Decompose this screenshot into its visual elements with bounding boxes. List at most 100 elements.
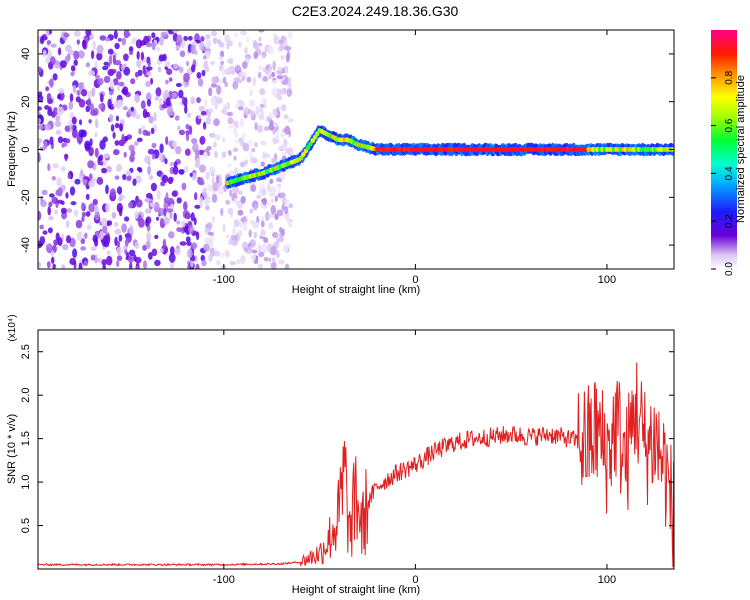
noise-speck [52, 73, 58, 81]
y-tick-label: 1.0 [20, 474, 32, 489]
noise-speck [199, 164, 206, 173]
noise-speck [214, 134, 221, 141]
noise-speck [262, 197, 267, 206]
noise-speck [109, 80, 115, 90]
y-tick-label: -40 [20, 237, 32, 253]
ridge-core [299, 155, 304, 161]
noise-speck [233, 197, 238, 205]
noise-speck [130, 78, 136, 85]
x-tick-label: 100 [598, 574, 616, 586]
noise-speck [186, 60, 190, 67]
noise-speck [156, 216, 159, 221]
noise-speck [209, 132, 216, 138]
noise-speck [233, 32, 239, 38]
top-x-axis-label: Height of straight line (km) [292, 284, 420, 296]
noise-speck [194, 204, 201, 209]
snr-line [38, 362, 674, 568]
noise-speck [249, 100, 256, 107]
noise-speck [260, 220, 265, 228]
noise-speck [146, 66, 153, 71]
noise-speck [260, 161, 265, 167]
noise-speck [188, 125, 193, 135]
noise-speck [85, 30, 92, 37]
noise-speck [208, 108, 214, 113]
noise-speck [160, 217, 164, 225]
noise-speck [88, 119, 92, 124]
noise-speck [220, 60, 225, 65]
noise-speck [271, 157, 276, 164]
noise-speck [282, 244, 289, 253]
noise-speck [203, 243, 210, 252]
noise-speck [179, 241, 187, 246]
noise-speck [229, 189, 233, 197]
noise-speck [49, 56, 56, 65]
noise-speck [268, 222, 274, 230]
colorbar-label: Normalized spectral amplitude [735, 75, 747, 223]
noise-speck [38, 124, 44, 130]
noise-speck [39, 236, 46, 245]
spectrogram-panel: -100 0 100 -40 -20 0 20 40 Height of straight … [6, 29, 675, 296]
noise-speck [45, 57, 51, 64]
noise-speck [227, 207, 234, 215]
noise-speck [279, 88, 287, 95]
noise-speck [110, 124, 115, 132]
noise-speck [38, 106, 42, 111]
noise-speck [244, 159, 249, 165]
noise-speck [129, 154, 135, 163]
noise-speck [227, 117, 234, 125]
noise-speck [216, 84, 222, 95]
noise-speck [72, 128, 78, 139]
noise-speck [268, 123, 275, 131]
noise-speck [138, 167, 143, 173]
snr-plot-area [38, 330, 674, 569]
noise-speck [279, 192, 286, 199]
noise-speck [234, 132, 239, 138]
noise-speck [88, 203, 95, 213]
noise-speck [268, 257, 272, 262]
noise-speck [215, 260, 221, 266]
noise-speck [258, 251, 265, 258]
noise-speck [46, 261, 51, 269]
noise-speck [178, 66, 184, 74]
noise-speck [107, 98, 112, 109]
noise-speck [46, 93, 52, 101]
bottom-y-axis-label: SNR (10 * v/v) [6, 414, 18, 484]
noise-speck [205, 205, 210, 211]
noise-speck [105, 202, 111, 213]
noise-speck [121, 223, 127, 233]
noise-speck [118, 234, 123, 242]
noise-speck [237, 190, 243, 196]
noise-speck [134, 210, 139, 219]
noise-speck [87, 90, 92, 100]
noise-speck [273, 122, 279, 128]
noise-speck [128, 201, 133, 209]
noise-speck [78, 50, 85, 59]
noise-speck [258, 71, 262, 79]
noise-speck [146, 71, 152, 76]
noise-speck [81, 216, 85, 222]
noise-speck [171, 140, 177, 148]
noise-speck [84, 140, 91, 150]
noise-speck [276, 209, 284, 217]
noise-speck [91, 87, 96, 97]
noise-speck [108, 55, 113, 66]
noise-speck [72, 84, 77, 94]
noise-speck [210, 60, 216, 65]
noise-speck [113, 149, 120, 156]
noise-speck [258, 30, 265, 33]
noise-speck [63, 32, 70, 38]
noise-speck [222, 106, 228, 116]
noise-speck [227, 163, 232, 168]
noise-speck [271, 257, 276, 264]
noise-speck [160, 181, 166, 187]
noise-speck [288, 220, 293, 229]
noise-speck [69, 186, 76, 196]
noise-speck [280, 55, 285, 60]
x-tick-label: 0 [412, 274, 418, 286]
noise-speck [169, 111, 175, 116]
noise-speck [96, 52, 103, 61]
noise-speck [114, 42, 120, 50]
noise-speck [250, 254, 256, 261]
noise-speck [52, 163, 60, 169]
